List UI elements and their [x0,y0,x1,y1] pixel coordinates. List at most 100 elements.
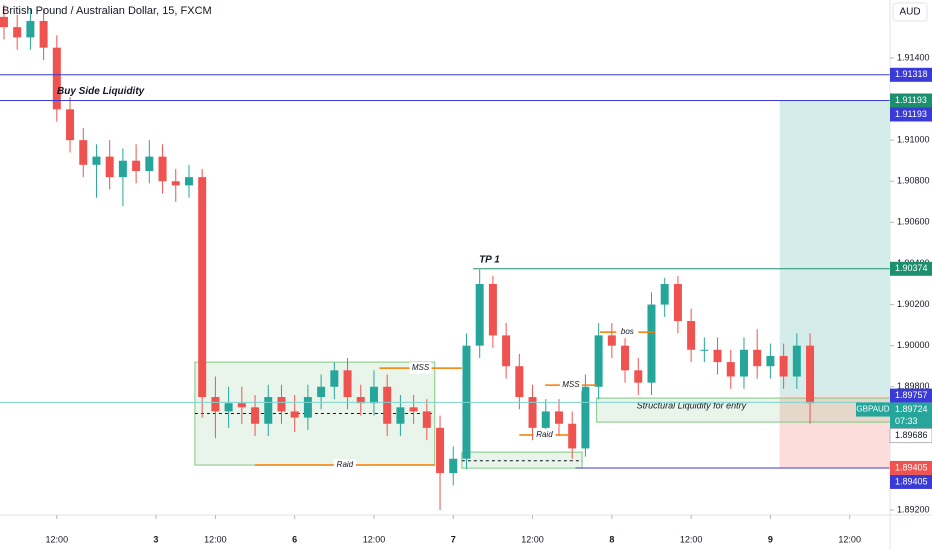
x-tick-label: 12:00 [838,534,861,544]
candle-body [158,156,167,182]
annotation-label-bg [559,379,582,392]
price-label-bg [890,67,932,82]
candle-body [647,304,656,383]
candle-body [251,407,260,424]
x-tick-label: 3 [153,534,158,544]
price-label-bg [890,460,932,475]
candle-body [779,355,788,377]
candle-body [726,362,735,377]
candle-body [79,140,88,165]
candle-body [132,160,141,171]
candle-body [488,284,497,336]
candle-body [184,177,193,186]
candle-body [13,27,22,38]
annotation-label: bos [621,327,634,336]
y-tick-label: 1.91400 [897,52,930,62]
countdown-label: 07:33 [895,416,918,426]
candle-body [224,403,233,412]
price-label-bg [890,388,932,403]
x-tick-label: 12:00 [363,534,386,544]
candle-body [634,370,643,383]
y-tick-label: 1.90800 [897,176,930,186]
x-tick-label: 12:00 [521,534,544,544]
annotation-label-bg [333,459,356,472]
candle-body [792,345,801,377]
price-label-bg [890,261,932,276]
level-label: TP 1 [479,254,500,265]
candle-body [369,386,378,404]
chart-title: British Pound / Australian Dollar, 15, F… [2,5,212,17]
candle-body [594,335,603,387]
candle-body [422,411,431,428]
candle-body [383,386,392,424]
price-label: 1.89724 [895,404,928,414]
price-label: 1.91193 [895,95,927,105]
price-label: 1.91318 [895,69,928,79]
x-tick-label: 9 [768,534,773,544]
price-label: 1.89686 [895,430,928,440]
x-tick-label: 12:00 [204,534,227,544]
candle-body [118,160,127,178]
x-tick-label: 12:00 [680,534,703,544]
candle-body [528,397,537,428]
candle-body [409,407,418,412]
annotation-label: Raid [337,460,354,469]
price-label-bg [889,428,932,444]
annotation-label: MSS [562,380,580,389]
candle-body [568,423,577,449]
zone-label: Structural Liquidity for entry [637,400,747,410]
candle-body [264,397,273,424]
price-label-bg [890,93,932,108]
annotation-label-bg [533,429,556,442]
candle-body [198,177,207,398]
candle-body [753,349,762,367]
price-label: 1.90374 [895,263,928,273]
candle-body [66,109,75,141]
candle-body [330,370,339,387]
price-label: 1.89405 [895,476,928,486]
candle-body [660,284,669,305]
y-tick-label: 1.91000 [897,135,930,145]
candle-body [766,355,775,367]
candle-body [475,284,484,346]
x-tick-label: 12:00 [46,534,69,544]
candle-body [303,397,312,418]
annotation-label-bg [409,362,432,375]
candle-body [92,156,101,165]
candle-body [356,397,365,404]
candle-body [607,335,616,346]
level-label: Buy Side Liquidity [57,86,145,97]
candle-body [502,335,511,367]
candle-body [290,411,299,418]
candle-body [211,397,220,412]
y-tick-label: 1.90600 [897,217,930,227]
candle-body [52,47,61,110]
price-label: 1.89405 [895,462,928,472]
candle-body [0,16,8,28]
candle-body [449,458,458,474]
candle-body [806,345,815,404]
candle-body [515,366,524,398]
y-tick-label: 1.89800 [897,381,930,391]
candle-body [687,321,696,350]
x-tick-label: 8 [609,534,614,544]
symbol-label: GBPAUD [856,405,889,414]
price-label: 1.91193 [895,109,927,119]
price-label-bg [890,474,932,489]
candle-body [713,349,722,363]
currency-box[interactable] [892,2,928,22]
candle-body [237,403,246,408]
candle-body [554,411,563,424]
zone-box [461,451,583,469]
currency[interactable]: AUD [899,7,920,18]
candle-body [145,156,154,171]
x-tick-label: 6 [292,534,297,544]
candle-body [436,427,445,474]
candle-body [581,386,590,449]
candle-body [105,156,114,178]
x-tick-label: 7 [451,534,456,544]
candle-body [700,349,709,351]
price-label-bg [890,107,932,122]
